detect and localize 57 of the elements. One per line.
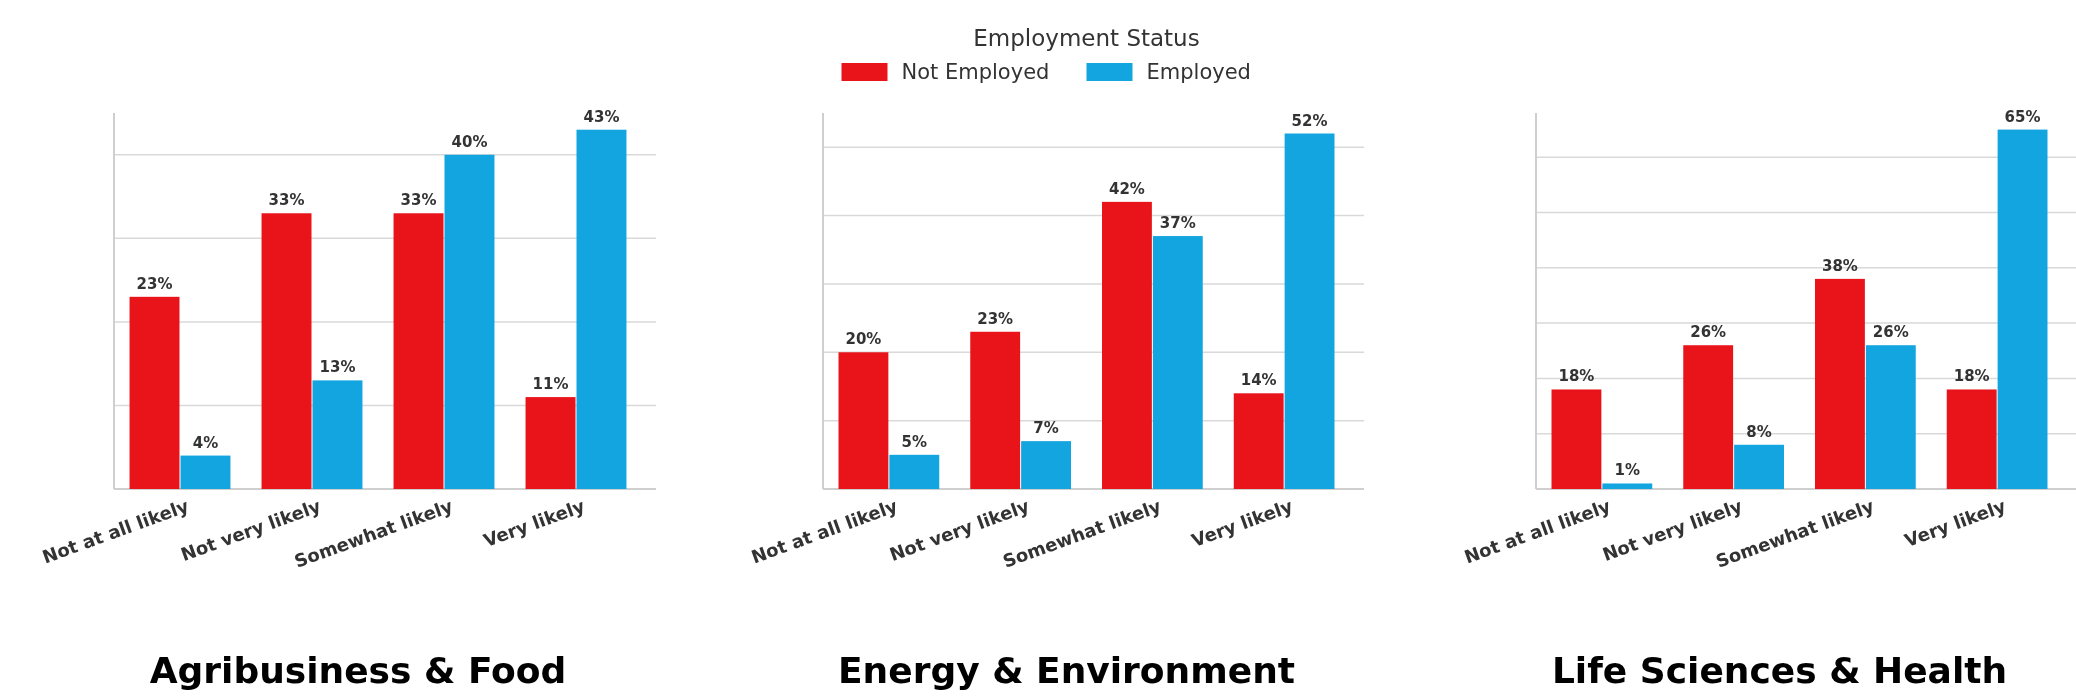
bar [970, 331, 1021, 489]
data-label: 8% [1746, 422, 1772, 441]
bar [1021, 441, 1071, 489]
bar [838, 352, 889, 489]
text: Agribusiness & Food [149, 650, 567, 691]
bar [444, 154, 495, 489]
data-label: 23% [977, 309, 1014, 328]
bar [393, 213, 444, 489]
data-label: 14% [1240, 371, 1277, 390]
bar [1102, 201, 1152, 489]
data-label: 4% [192, 433, 219, 452]
bar [1683, 345, 1734, 489]
text: Energy & Environment [838, 650, 1295, 691]
bar [1284, 133, 1335, 489]
bar [180, 455, 231, 489]
data-label: 33% [268, 191, 305, 210]
bar [1997, 129, 2048, 489]
data-label: 40% [451, 132, 488, 151]
bar [1233, 393, 1284, 489]
x-tick-label: Very likely [1188, 494, 1296, 552]
bar [576, 129, 627, 489]
bar [1946, 389, 1997, 489]
data-label: 42% [1108, 179, 1145, 198]
bar [1815, 278, 1865, 489]
data-label: 37% [1159, 214, 1196, 233]
legend-label: Employed [1146, 60, 1251, 85]
data-label: 33% [400, 191, 437, 210]
data-label: 26% [1872, 323, 1909, 342]
legend-label: Not Employed [901, 60, 1050, 85]
bar [312, 380, 363, 489]
bar [889, 454, 940, 489]
text: Life Sciences & Health [1551, 650, 2008, 691]
data-label: 26% [1690, 323, 1727, 342]
data-label: 20% [845, 330, 882, 349]
data-label: 11% [532, 375, 569, 394]
data-label: 18% [1558, 367, 1595, 386]
data-label: 23% [136, 274, 173, 293]
data-label: 13% [319, 358, 356, 377]
bar [1734, 444, 1784, 489]
data-label: 7% [1033, 419, 1059, 438]
x-tick-label: Very likely [1901, 494, 2009, 552]
bar [525, 397, 576, 489]
data-label: 38% [1821, 256, 1858, 275]
data-label: 5% [901, 432, 928, 451]
data-label: 65% [2004, 107, 2041, 126]
data-label: 43% [583, 107, 620, 126]
bar [1602, 483, 1653, 489]
bar [1551, 389, 1602, 489]
bar [1865, 345, 1916, 489]
bar [261, 213, 312, 489]
data-label: 52% [1291, 111, 1328, 130]
data-label: 18% [1953, 367, 1990, 386]
bar [1152, 236, 1203, 489]
bar [129, 296, 180, 489]
x-tick-label: Very likely [480, 494, 588, 552]
legend-title: Employment Status [973, 25, 1200, 52]
data-label: 1% [1614, 461, 1641, 480]
